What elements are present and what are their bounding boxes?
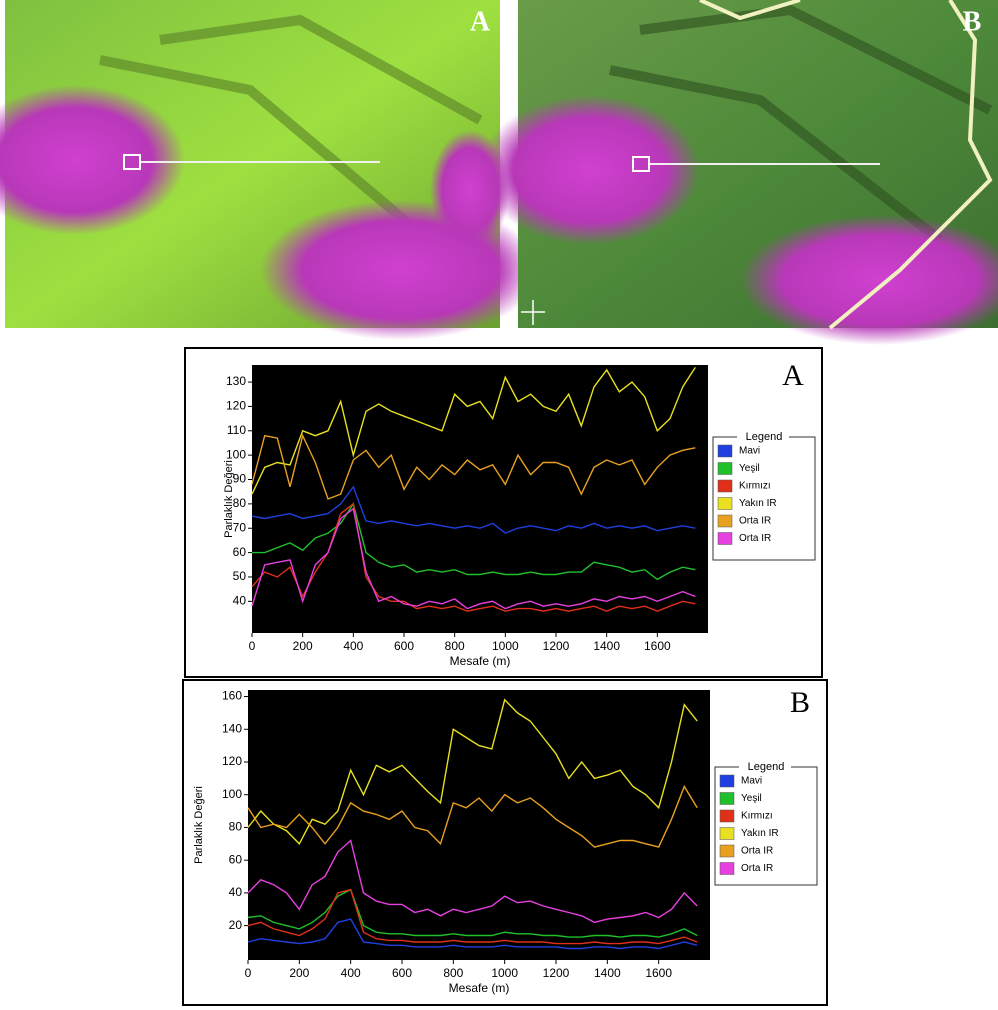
y-tick-label: 80 <box>229 820 243 834</box>
y-tick-label: 120 <box>222 754 242 768</box>
satellite-image-a: A <box>0 0 540 340</box>
legend-label: Mavi <box>741 776 762 787</box>
y-tick-label: 70 <box>233 520 247 534</box>
y-tick-label: 80 <box>233 496 247 510</box>
y-tick-label: 40 <box>233 593 247 607</box>
chart: A 40 50 60 70 80 90 100 110 120 130 0 200 400 600 800 10… <box>184 347 823 678</box>
legend-label: Yakın IR <box>741 828 779 839</box>
chart-title: A <box>782 359 804 392</box>
legend-title-bg <box>737 431 789 443</box>
x-tick-label: 600 <box>392 966 412 980</box>
series-line <box>247 888 698 945</box>
y-tick-label: 40 <box>229 885 243 899</box>
x-tick-label: 800 <box>445 639 465 653</box>
y-tick-label: 60 <box>229 852 243 866</box>
series-line <box>247 839 698 924</box>
y-tick-label: 100 <box>222 787 242 801</box>
y-tick-label: 90 <box>233 472 247 486</box>
plot-area <box>248 690 710 960</box>
x-axis-label: Mesafe (m) <box>449 981 510 995</box>
y-axis-label: Parlaklık Değeri <box>223 460 235 538</box>
series-line <box>247 918 698 950</box>
image-label: A <box>470 6 491 37</box>
y-tick-label: 140 <box>222 721 242 735</box>
x-tick-label: 400 <box>341 966 361 980</box>
legend-label: Yeşil <box>741 793 762 804</box>
x-tick-label: 1600 <box>644 639 671 653</box>
x-tick-label: 600 <box>394 639 414 653</box>
y-tick-label: 120 <box>226 399 246 413</box>
plot-area <box>252 365 708 633</box>
x-tick-label: 200 <box>293 639 313 653</box>
legend-swatch <box>719 774 735 788</box>
legend-label: Orta IR <box>741 846 773 857</box>
y-tick-label: 20 <box>229 918 243 932</box>
image-label: B <box>963 6 982 37</box>
x-tick-label: 1600 <box>645 966 672 980</box>
series-line <box>247 784 698 848</box>
series-line <box>251 367 696 495</box>
legend-swatch <box>719 844 735 858</box>
legend-title-bg <box>739 761 791 773</box>
series-line <box>251 502 696 612</box>
legend-swatch <box>719 792 735 805</box>
y-axis-label: Parlaklık Değeri <box>193 786 205 864</box>
series-line <box>251 507 696 610</box>
x-tick-label: 1200 <box>543 966 570 980</box>
legend-swatch <box>719 862 735 875</box>
legend-swatch <box>717 479 733 493</box>
legend-swatch <box>717 497 733 510</box>
y-tick-label: 110 <box>227 423 246 437</box>
series-line <box>252 502 696 581</box>
legend-swatch <box>717 532 733 545</box>
series-line <box>247 888 698 938</box>
satellite-image-b: B <box>480 0 998 345</box>
legend-label: Mavi <box>739 446 760 457</box>
x-tick-label: 200 <box>289 966 309 980</box>
legend-label: Orta IR <box>739 516 771 527</box>
legend-swatch <box>717 462 733 475</box>
chart-title: B <box>790 686 810 719</box>
series-line <box>251 485 696 534</box>
y-tick-label: 50 <box>233 569 247 583</box>
x-tick-label: 800 <box>443 966 463 980</box>
legend-swatch <box>719 809 735 823</box>
legend-title: Legend <box>748 761 785 773</box>
x-tick-label: 1200 <box>543 639 570 653</box>
legend-label: Yeşil <box>739 463 760 474</box>
series-line <box>247 698 698 845</box>
legend-label: Yakın IR <box>739 498 777 509</box>
x-tick-label: 1000 <box>492 639 519 653</box>
legend-title: Legend <box>746 431 783 443</box>
legend-swatch <box>719 827 735 840</box>
legend-label: Kırmızı <box>741 811 773 822</box>
legend-label: Orta IR <box>739 533 771 544</box>
y-tick-label: 60 <box>233 545 247 559</box>
y-tick-label: 100 <box>226 447 246 461</box>
x-axis-label: Mesafe (m) <box>450 654 511 668</box>
x-tick-label: 0 <box>249 639 256 653</box>
legend-label: Kırmızı <box>739 481 771 492</box>
series-line <box>251 433 696 500</box>
legend-label: Orta IR <box>741 863 773 874</box>
y-tick-label: 160 <box>222 689 242 703</box>
x-tick-label: 1400 <box>593 639 620 653</box>
legend-swatch <box>717 444 733 458</box>
y-tick-label: 130 <box>226 374 246 388</box>
x-tick-label: 0 <box>245 966 252 980</box>
x-tick-label: 1400 <box>594 966 621 980</box>
x-tick-label: 1000 <box>491 966 518 980</box>
x-tick-label: 400 <box>343 639 363 653</box>
legend-swatch <box>717 514 733 528</box>
